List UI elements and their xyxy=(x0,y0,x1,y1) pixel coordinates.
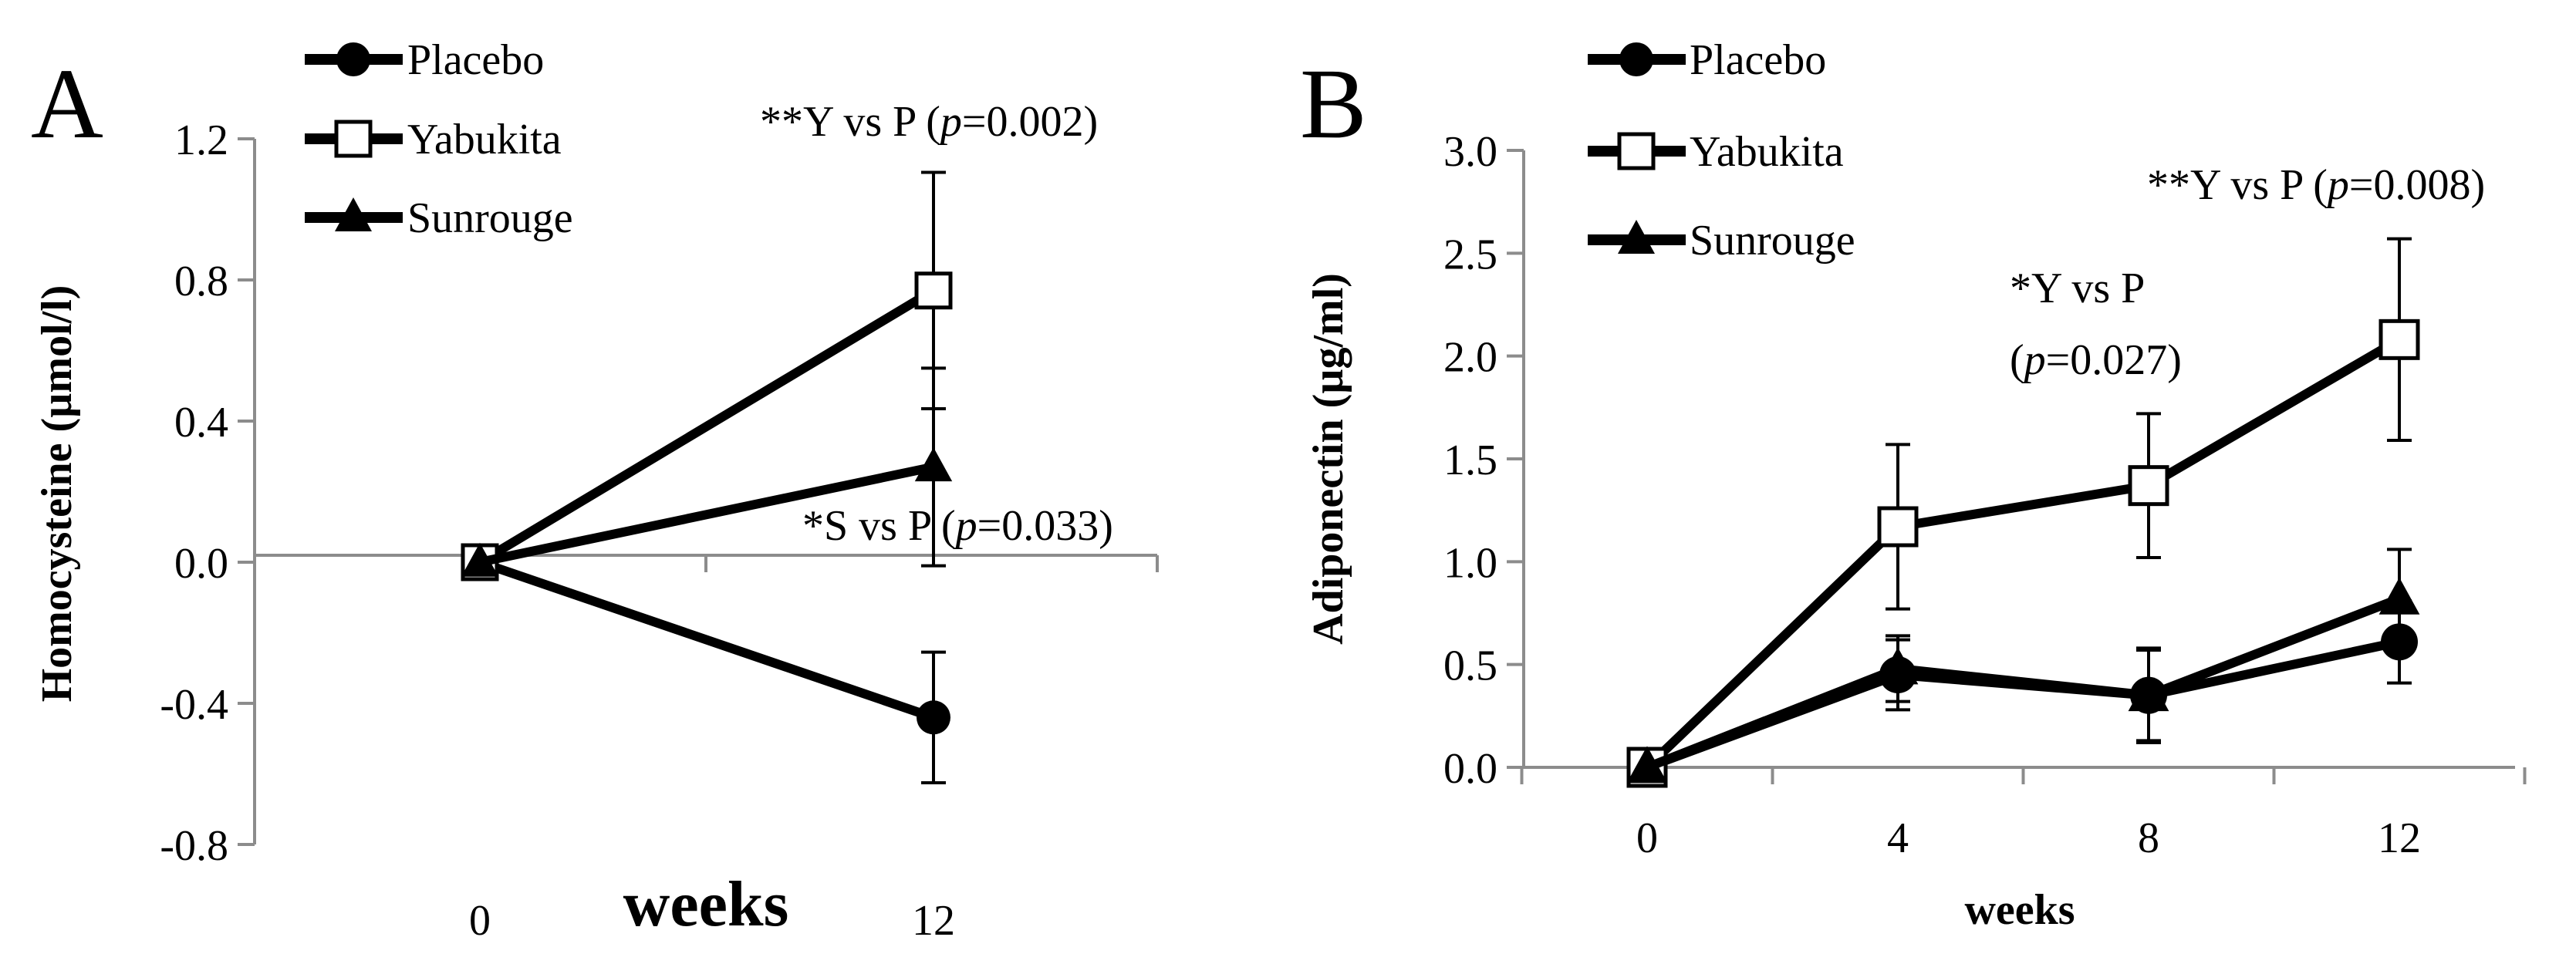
panel-a-annotation-yabukita: **Y vs P (p=0.002) xyxy=(760,98,1098,146)
panel-a-y-ticks: -0.8 -0.4 0.0 0.4 0.8 1.2 xyxy=(160,116,255,870)
panel-b-y-ticks: 0.0 0.5 1.0 1.5 2.0 2.5 3.0 xyxy=(1443,128,1524,793)
data-point-yabukita xyxy=(2378,319,2420,360)
y-tick-label: 3.0 xyxy=(1443,128,1497,176)
series-line-sunrouge xyxy=(1645,594,2402,772)
panel-a-x-tick-label-0: 0 xyxy=(469,897,491,945)
panel-b-annotation-week12: **Y vs P (p=0.008) xyxy=(2147,161,2485,209)
data-point-sunrouge xyxy=(1877,647,1919,685)
y-tick-label: 1.0 xyxy=(1443,539,1497,587)
legend-marker-yabukita xyxy=(334,120,373,158)
panel-b-series xyxy=(1626,237,2420,788)
panel-a-label: A xyxy=(31,49,103,160)
series-line-sunrouge xyxy=(478,462,935,567)
x-tick-label: 8 xyxy=(2138,814,2159,862)
series-line-yabukita xyxy=(477,286,937,567)
data-point-sunrouge xyxy=(2378,577,2420,615)
y-tick-label: 0.5 xyxy=(1443,642,1497,690)
panel-b-x-ticks: 0 4 8 12 xyxy=(1520,767,2527,862)
data-point-sunrouge xyxy=(1626,746,1668,784)
data-point-sunrouge xyxy=(461,542,499,577)
y-tick-label: 0.0 xyxy=(174,540,228,588)
series-placebo xyxy=(1629,599,2418,786)
series-sunrouge xyxy=(1626,548,2420,784)
data-point-yabukita xyxy=(2128,465,2169,507)
y-tick-label: 1.5 xyxy=(1443,436,1497,484)
data-point-sunrouge xyxy=(2128,674,2169,712)
panel-a: A -0.8 -0.4 0.0 0.4 0.8 1.2 0 12 weeks Homocy… xyxy=(31,36,1159,945)
panel-a-annotation-sunrouge: *S vs P (p=0.033) xyxy=(802,502,1113,550)
x-tick-label: 4 xyxy=(1887,814,1909,862)
panel-a-series xyxy=(461,170,953,784)
y-tick-label: 0.8 xyxy=(174,258,228,305)
panel-b-annotation-week8-line2: (p=0.027) xyxy=(2010,336,2182,384)
x-tick-label: 0 xyxy=(1636,814,1658,862)
legend-label-placebo: Placebo xyxy=(407,36,544,84)
legend-marker-sunrouge xyxy=(1618,220,1655,254)
panel-b-label: B xyxy=(1300,49,1367,160)
series-placebo xyxy=(463,545,950,784)
series-yabukita xyxy=(1626,237,2420,788)
panel-a-y-axis-label: Homocysteine (µmol/l) xyxy=(33,285,81,703)
y-tick-label: -0.8 xyxy=(160,822,228,870)
y-tick-label: -0.4 xyxy=(160,681,228,729)
legend-marker-sunrouge xyxy=(335,197,372,231)
legend-label-yabukita: Yabukita xyxy=(407,116,562,163)
panel-a-x-axis-label: weeks xyxy=(623,868,789,940)
legend-marker-yabukita xyxy=(1617,132,1656,170)
panel-b-x-axis-label: weeks xyxy=(1964,886,2075,934)
legend-label-sunrouge: Sunrouge xyxy=(1690,217,1855,265)
y-tick-label: 0.4 xyxy=(174,399,228,447)
series-line-yabukita xyxy=(1643,335,2402,771)
data-point-yabukita xyxy=(914,271,953,310)
y-tick-label: 1.2 xyxy=(174,116,228,164)
panel-a-legend: Placebo Yabukita Sunrouge xyxy=(305,36,573,242)
data-point-sunrouge xyxy=(914,447,953,482)
legend-label-sunrouge: Sunrouge xyxy=(407,194,573,242)
panel-b: B 0.0 0.5 1.0 1.5 2.0 2.5 3.0 0 4 8 12 weeks Adip… xyxy=(1300,36,2527,934)
series-sunrouge xyxy=(461,366,953,577)
data-point-yabukita xyxy=(1877,506,1919,548)
series-line-placebo xyxy=(478,558,935,722)
panel-b-annotation-week8-line1: *Y vs P xyxy=(2010,265,2145,312)
data-point-placebo xyxy=(917,700,950,735)
panel-a-x-tick-label-12: 12 xyxy=(912,897,955,945)
legend-label-yabukita: Yabukita xyxy=(1690,128,1844,176)
legend-marker-placebo xyxy=(1619,42,1653,76)
panel-b-legend: Placebo Yabukita Sunrouge xyxy=(1588,36,1855,265)
legend-marker-placebo xyxy=(336,42,370,76)
legend-label-placebo: Placebo xyxy=(1690,36,1826,84)
panel-b-y-axis-label: Adiponectin (µg/ml) xyxy=(1305,273,1352,645)
y-tick-label: 2.0 xyxy=(1443,334,1497,382)
y-tick-label: 2.5 xyxy=(1443,231,1497,278)
x-tick-label: 12 xyxy=(2378,814,2421,862)
y-tick-label: 0.0 xyxy=(1443,745,1497,793)
